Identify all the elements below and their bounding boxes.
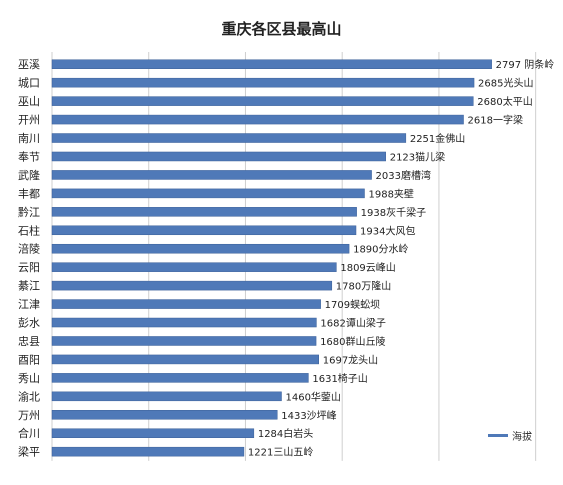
value-label: 1780万隆山: [336, 280, 391, 293]
category-label: 武隆: [18, 168, 40, 182]
category-label: 开州: [18, 114, 40, 127]
bar: [51, 225, 357, 236]
bar: [51, 317, 317, 328]
value-label: 1709蜈蚣坝: [325, 298, 380, 311]
category-label: 綦江: [18, 280, 40, 293]
category-label: 巫山: [18, 95, 40, 108]
category-label: 黔江: [18, 205, 40, 219]
value-label: 1938灰千梁子: [361, 206, 426, 219]
bar: [51, 170, 372, 180]
category-labels: 巫溪城口巫山开州南川奉节武隆丰都黔江石柱涪陵云阳綦江江津彭水忠县酉阳秀山渝北万州…: [18, 58, 40, 458]
category-label: 万州: [18, 409, 40, 422]
bar: [51, 262, 337, 272]
category-label: 渝北: [18, 389, 40, 403]
category-label: 合川: [18, 426, 40, 440]
category-label: 彭水: [18, 316, 40, 330]
category-label: 云阳: [18, 261, 40, 274]
value-label: 2033磨槽湾: [376, 169, 431, 182]
value-label: 2680太平山: [477, 95, 532, 108]
bar: [51, 96, 474, 106]
chart-title: 重庆各区县最高山: [221, 20, 342, 38]
bar: [51, 391, 282, 402]
category-label: 酉阳: [18, 353, 40, 366]
bar: [51, 428, 255, 438]
bar: [51, 299, 321, 309]
value-label: 1809云峰山: [340, 262, 395, 274]
category-label: 忠县: [18, 335, 40, 348]
category-label: 南川: [18, 132, 40, 145]
bar: [51, 336, 317, 346]
bar: [51, 114, 464, 125]
value-label: 2797 阴条岭: [496, 58, 555, 71]
value-label: 1682谭山梁子: [320, 317, 385, 330]
bar: [51, 243, 350, 254]
value-label: 2251金佛山: [410, 132, 465, 145]
value-label: 2618一字梁: [468, 114, 523, 127]
bar: [51, 77, 475, 88]
bars: [51, 59, 492, 457]
value-label: 1697龙头山: [323, 353, 378, 366]
value-label: 1221三山五岭: [248, 446, 313, 459]
bar: [51, 207, 357, 217]
category-label: 巫溪: [18, 58, 40, 71]
bar: [51, 410, 278, 420]
value-label: 1934大风包: [360, 224, 415, 237]
category-label: 奉节: [18, 149, 40, 163]
category-label: 梁平: [18, 445, 40, 459]
legend-label: 海拔: [512, 430, 532, 443]
category-label: 江津: [18, 298, 40, 311]
value-label: 1680群山丘陵: [320, 335, 385, 348]
bar: [51, 446, 245, 457]
bar: [51, 151, 386, 162]
legend-swatch: [488, 434, 508, 437]
category-label: 城口: [18, 77, 40, 90]
bar: [51, 373, 309, 383]
legend: 海拔: [488, 430, 532, 443]
bar: [51, 133, 407, 143]
category-label: 涪陵: [18, 242, 40, 256]
category-label: 丰都: [18, 187, 40, 200]
value-label: 1284白岩头: [258, 427, 313, 440]
bar: [51, 354, 319, 365]
category-label: 秀山: [18, 372, 40, 385]
category-label: 石柱: [18, 223, 40, 237]
value-label: 1460华蓥山: [285, 390, 340, 403]
bar: [51, 280, 333, 291]
value-label: 1988夹壁: [368, 187, 413, 200]
value-label: 1890分水岭: [353, 243, 408, 256]
value-label: 2123猫儿梁: [390, 150, 445, 163]
value-label: 1631椅子山: [312, 372, 367, 385]
bar: [51, 188, 365, 199]
bar: [51, 59, 492, 69]
value-label: 1433沙坪峰: [281, 409, 336, 422]
value-label: 2685光头山: [478, 77, 533, 90]
